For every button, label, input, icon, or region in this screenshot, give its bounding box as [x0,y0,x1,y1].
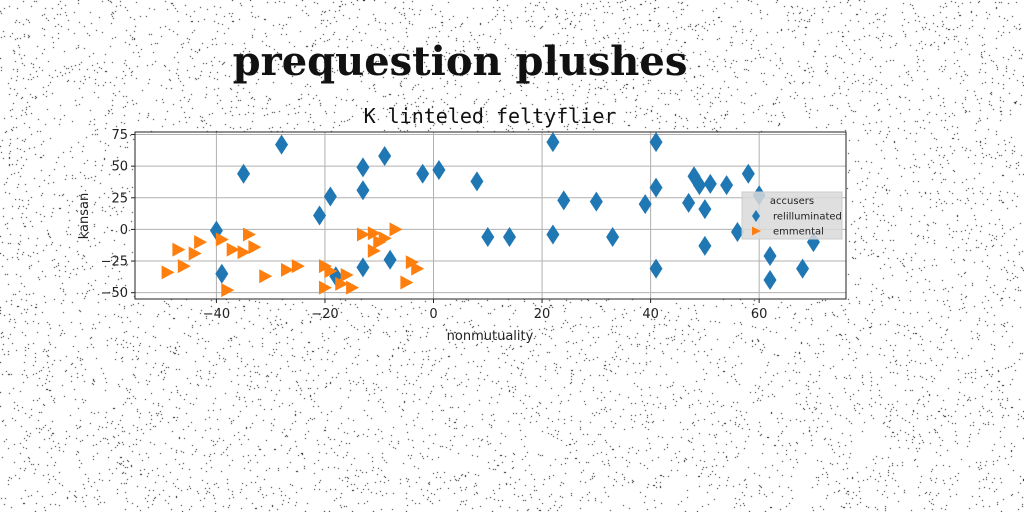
data-point-relilluminated [215,263,229,284]
data-point-relilluminated [796,258,810,279]
y-axis-ticks: 75 50 25 0 −25 −50 [101,128,135,301]
data-point-relilluminated [356,257,370,278]
data-point-relilluminated [698,199,712,220]
x-axis-ticks: −40 −20 0 20 40 60 [203,299,768,322]
data-point-relilluminated [638,194,652,215]
data-point-emmental [340,267,354,282]
y-tick-label: 50 [111,160,128,175]
legend-marker [752,226,761,236]
data-point-relilluminated [470,171,484,192]
data-point-relilluminated [741,163,755,184]
legend-label: relilluminated [773,212,842,223]
data-point-emmental [378,231,392,246]
data-point-relilluminated [698,235,712,256]
data-point-emmental [324,264,338,279]
data-point-relilluminated [703,173,717,194]
data-point-relilluminated [237,163,251,184]
legend-label: emmental [773,227,824,238]
data-point-relilluminated [589,191,603,212]
data-point-emmental [172,242,186,257]
plot-area [135,132,846,299]
data-point-emmental [226,242,240,257]
data-point-relilluminated [378,146,392,167]
data-point-relilluminated [720,175,734,196]
y-axis-label: kansan [77,193,92,239]
data-point-relilluminated [682,192,696,213]
y-tick-label: −50 [101,286,128,301]
data-point-emmental [356,227,370,242]
data-point-emmental [221,283,235,298]
data-point-emmental [367,226,381,241]
data-point-emmental [411,261,425,276]
data-point-relilluminated [649,177,663,198]
data-point-emmental [280,262,294,277]
plot-frame [134,131,847,300]
x-tick-label: 20 [534,307,551,322]
series-emmental [161,222,425,298]
y-tick-label: 0 [120,223,128,238]
data-point-relilluminated [546,132,560,153]
data-point-emmental [215,232,229,247]
x-tick-label: 60 [751,307,768,322]
x-axis-label: nonmutuality [447,329,534,344]
data-point-relilluminated [356,180,370,201]
data-point-relilluminated [546,224,560,245]
data-point-relilluminated [383,249,397,270]
y-tick-label: 25 [111,191,128,206]
series-relilluminated [209,132,820,291]
data-point-relilluminated [649,258,663,279]
data-point-emmental [400,275,414,290]
data-point-emmental [242,227,256,242]
data-point-relilluminated [606,227,620,248]
data-point-relilluminated [763,245,777,266]
data-point-emmental [346,280,360,295]
figure-title: prequestion plushes [233,38,688,85]
data-point-relilluminated [481,227,495,248]
data-point-emmental [177,259,191,274]
data-point-emmental [367,243,381,258]
data-points [161,132,820,298]
x-tick-label: 40 [642,307,659,322]
data-point-emmental [389,222,403,237]
y-tick-label: 75 [111,128,128,143]
data-point-relilluminated [649,132,663,153]
data-point-relilluminated [356,157,370,178]
gridlines [135,132,846,299]
data-point-emmental [237,245,251,260]
data-point-relilluminated [763,270,777,291]
data-point-emmental [194,235,208,250]
data-point-emmental [259,269,273,284]
legend-title: accusers [770,196,814,207]
data-point-relilluminated [557,190,571,211]
legend: accusers relilluminated emmental [741,191,843,240]
x-tick-label: −20 [311,307,338,322]
data-point-relilluminated [313,205,327,226]
data-point-relilluminated [275,134,289,155]
data-point-emmental [248,240,262,255]
data-point-emmental [188,246,202,261]
data-point-emmental [291,259,305,274]
data-point-relilluminated [416,163,430,184]
chart-title: K linteled feltyflier [364,104,617,128]
data-point-relilluminated [323,186,337,207]
legend-marker [752,210,760,222]
data-point-relilluminated [502,227,516,248]
data-point-relilluminated [432,159,446,180]
data-point-emmental [318,280,332,295]
y-tick-label: −25 [101,255,128,270]
data-point-emmental [161,265,175,280]
x-tick-label: −40 [203,307,230,322]
x-tick-label: 0 [429,307,437,322]
data-point-relilluminated [692,175,706,196]
data-point-emmental [335,276,349,291]
data-point-relilluminated [730,221,744,242]
legend-entries: relilluminated emmental [752,210,842,238]
